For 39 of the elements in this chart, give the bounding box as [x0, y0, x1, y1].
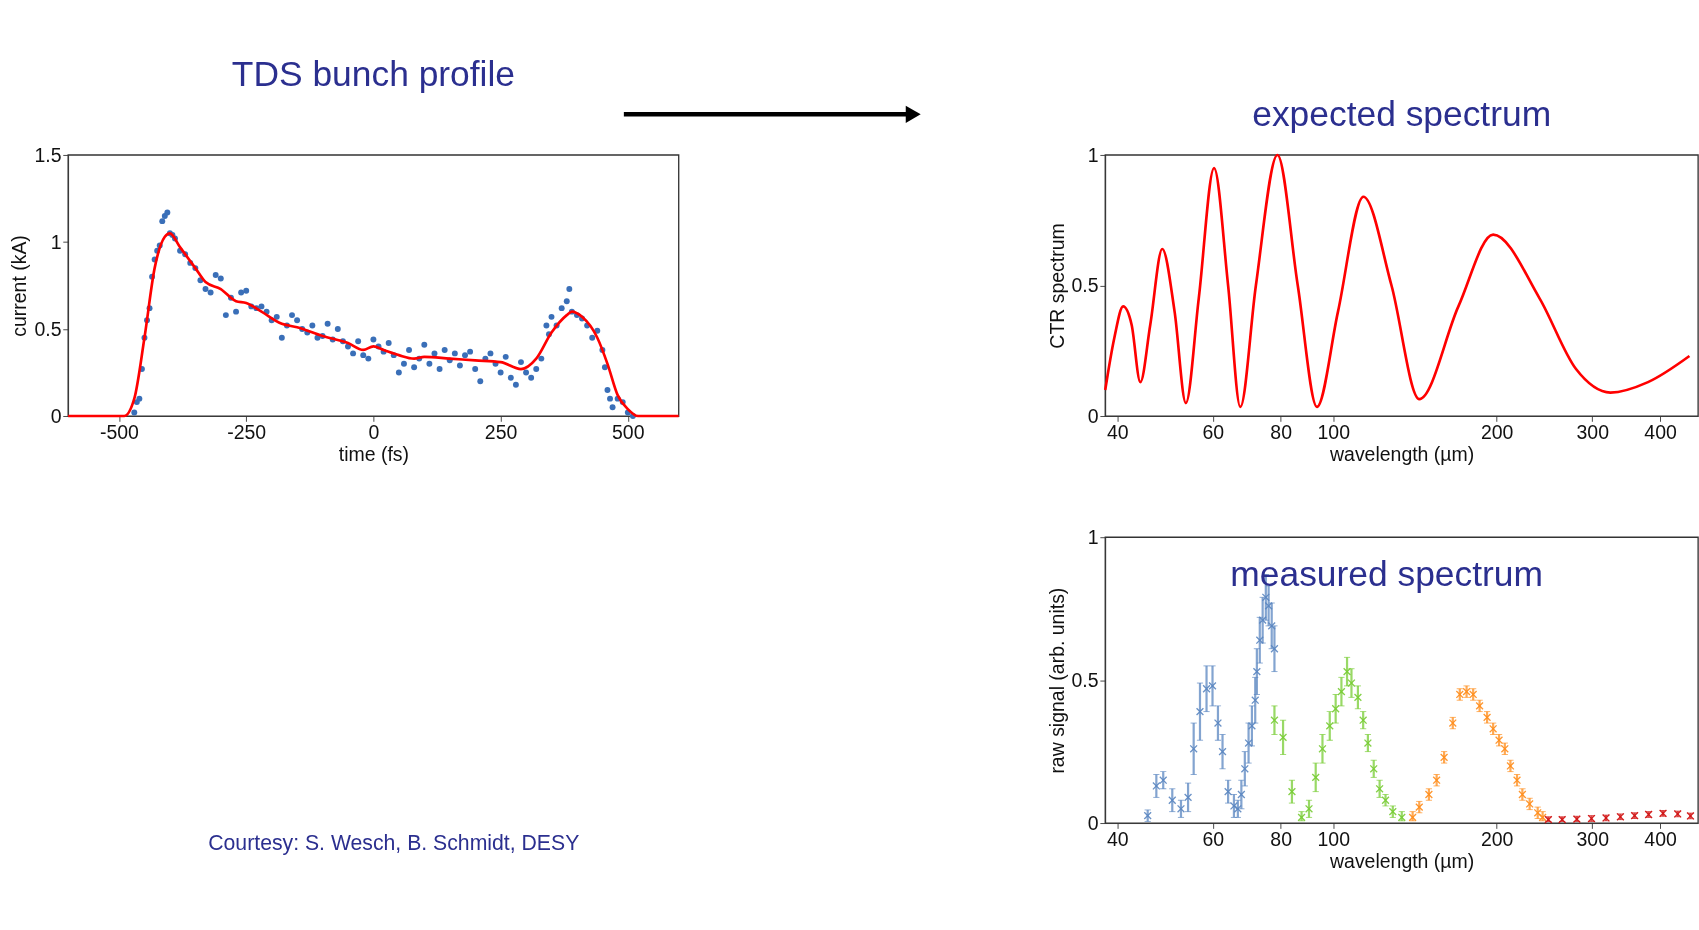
x-tick-label: 250 [484, 420, 518, 443]
x-tick-label: 80 [1270, 420, 1293, 443]
chart-title: TDS bunch profile [231, 54, 515, 94]
y-tick-label: 0 [1087, 811, 1099, 834]
x-tick-label: 100 [1317, 420, 1351, 443]
x-tick-label: 200 [1480, 827, 1514, 850]
text: Courtesy: S. Wesch, B. Schmidt, DESY [208, 830, 580, 855]
y-axis-title: CTR spectrum [1045, 223, 1068, 349]
y-tick-label: 0.5 [34, 317, 62, 340]
y-axis-title: current (kA) [8, 235, 31, 337]
y-tick-label: 1 [1087, 525, 1099, 548]
y-axis-title: raw signal (arb. units) [1045, 587, 1068, 774]
text: measured spectrum [1230, 553, 1543, 593]
y-tick-label: 0 [1087, 404, 1099, 427]
y-tick-label: 1 [50, 230, 62, 253]
y-tick-label: 0.5 [1071, 274, 1099, 297]
x-tick-label: 60 [1202, 827, 1225, 850]
x-tick-label: 500 [612, 420, 645, 443]
x-axis-title: wavelength (µm) [1329, 849, 1475, 872]
y-tick-label: 1.5 [34, 143, 62, 166]
x-tick-label: 80 [1270, 827, 1293, 850]
y-tick-label: 0.5 [1071, 668, 1099, 691]
x-tick-label: 0 [368, 420, 380, 443]
y-tick-label: 1 [1087, 143, 1099, 166]
x-tick-label: 100 [1317, 827, 1351, 850]
x-tick-label: -250 [227, 420, 267, 443]
y-tick-label: 0 [50, 404, 62, 427]
x-tick-label: 400 [1644, 420, 1677, 443]
chart-title: expected spectrum [1252, 93, 1552, 133]
x-tick-label: -500 [99, 420, 140, 443]
x-tick-label: 400 [1644, 827, 1677, 850]
x-tick-label: 40 [1106, 420, 1129, 443]
x-axis-title: wavelength (µm) [1329, 442, 1475, 465]
x-tick-label: 40 [1106, 827, 1129, 850]
x-axis-title: time (fs) [338, 442, 409, 465]
x-tick-label: 60 [1202, 420, 1225, 443]
x-tick-label: 300 [1576, 420, 1610, 443]
x-tick-label: 200 [1480, 420, 1514, 443]
x-tick-label: 300 [1576, 827, 1610, 850]
